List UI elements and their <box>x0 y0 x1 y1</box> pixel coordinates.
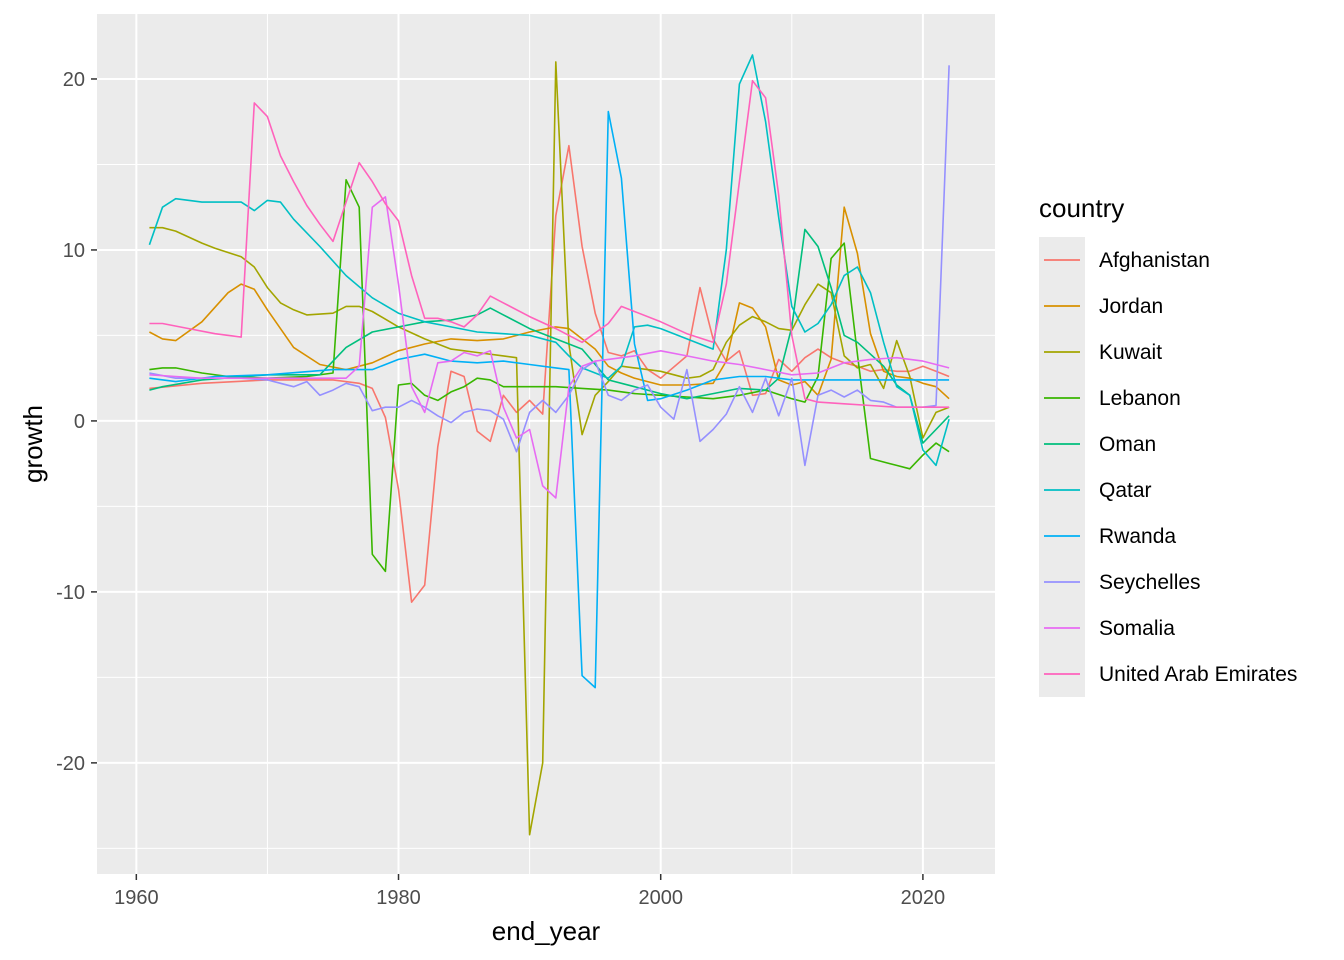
series-line-kuwait <box>149 61 950 836</box>
series-line-united-arab-emirates <box>149 79 950 409</box>
series-lines <box>148 54 950 836</box>
legend-label: Seychelles <box>1099 571 1201 594</box>
y-tick-label: 20 <box>63 69 85 91</box>
x-axis: 1960 1980 2000 2020 <box>114 874 945 909</box>
legend-item-lebanon: Lebanon <box>1039 375 1181 421</box>
legend-item-kuwait: Kuwait <box>1039 329 1162 375</box>
legend-item-seychelles: Seychelles <box>1039 559 1201 605</box>
y-tick-label: 0 <box>74 411 85 433</box>
series-line-lebanon <box>149 179 950 573</box>
y-tick-label: -10 <box>56 582 85 604</box>
legend-item-oman: Oman <box>1039 421 1156 467</box>
grid-minor <box>97 14 995 874</box>
x-tick-label: 1980 <box>376 887 421 909</box>
x-tick-label: 2020 <box>901 887 946 909</box>
legend-label: United Arab Emirates <box>1099 663 1297 686</box>
legend-item-afghanistan: Afghanistan <box>1039 237 1210 283</box>
legend-label: Jordan <box>1099 295 1163 318</box>
legend-title: country <box>1039 193 1124 223</box>
legend-item-rwanda: Rwanda <box>1039 513 1176 559</box>
series-line-qatar <box>148 54 950 467</box>
legend-item-jordan: Jordan <box>1039 283 1163 329</box>
x-tick-label: 2000 <box>638 887 683 909</box>
legend-label: Afghanistan <box>1099 249 1210 272</box>
y-tick-label: 10 <box>63 240 85 262</box>
legend-label: Kuwait <box>1099 341 1162 364</box>
series-line-rwanda <box>149 110 950 689</box>
y-axis: -20 -10 0 10 20 <box>56 69 97 775</box>
legend-label: Somalia <box>1099 617 1175 640</box>
panel-background <box>97 14 995 874</box>
legend-item-united-arab-emirates: United Arab Emirates <box>1039 651 1297 697</box>
legend-label: Qatar <box>1099 479 1152 502</box>
legend: country Afghanistan Jordan Kuwait Lebanon Om… <box>1039 193 1297 697</box>
y-axis-title: growth <box>18 405 48 483</box>
legend-item-qatar: Qatar <box>1039 467 1152 513</box>
legend-label: Lebanon <box>1099 387 1181 410</box>
legend-items: Afghanistan Jordan Kuwait Lebanon Oman Qatar R… <box>1039 237 1297 697</box>
legend-label: Rwanda <box>1099 525 1176 548</box>
y-tick-label: -20 <box>56 753 85 775</box>
x-tick-label: 1960 <box>114 887 159 909</box>
series-line-seychelles <box>149 65 950 467</box>
legend-label: Oman <box>1099 433 1156 456</box>
x-axis-title: end_year <box>492 916 601 946</box>
legend-item-somalia: Somalia <box>1039 605 1175 651</box>
series-line-somalia <box>149 196 950 499</box>
series-line-jordan <box>149 206 950 400</box>
series-line-oman <box>149 228 950 444</box>
